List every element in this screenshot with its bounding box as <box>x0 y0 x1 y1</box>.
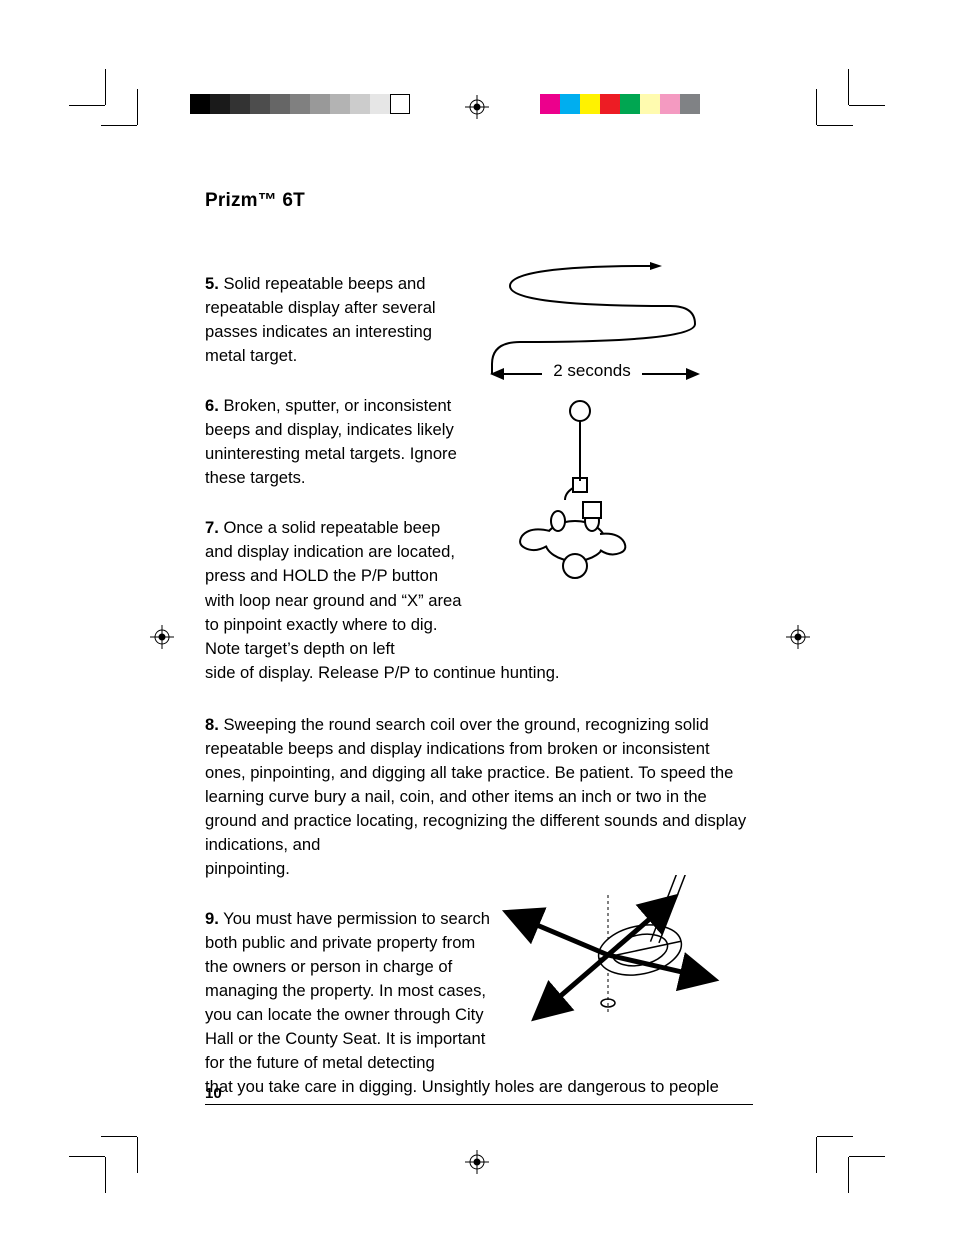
crop-mark <box>817 1136 853 1137</box>
crop-mark <box>848 1157 849 1193</box>
para-number: 7. <box>205 518 219 537</box>
crop-mark <box>849 1156 885 1157</box>
registration-mark-icon <box>786 625 810 649</box>
para-number: 5. <box>205 274 219 293</box>
para-text: Sweeping the round search coil over the … <box>205 715 746 854</box>
para-number: 6. <box>205 396 219 415</box>
swatch <box>620 94 640 114</box>
para-text-cont: pinpointing. <box>205 857 495 881</box>
figure-label: 2 seconds <box>553 361 631 380</box>
crop-mark <box>69 105 105 106</box>
crop-mark <box>105 1157 106 1193</box>
crop-mark <box>101 1136 137 1137</box>
swatch <box>540 94 560 114</box>
paragraph-8: 8. Sweeping the round search coil over t… <box>205 713 753 881</box>
swatch <box>190 94 210 114</box>
swatch <box>370 94 390 114</box>
para-text-cont: that you take care in digging. Unsightly… <box>205 1075 753 1099</box>
crop-mark <box>816 89 817 125</box>
swatch <box>310 94 330 114</box>
crop-mark <box>101 125 137 126</box>
figure-sweep-diagram: 2 seconds <box>480 256 705 586</box>
page-title: Prizm™ 6T <box>205 190 753 212</box>
para-number: 9. <box>205 909 219 928</box>
paragraph-5: 5. Solid repeatable beeps and repeatable… <box>205 272 465 368</box>
swatch <box>560 94 580 114</box>
paragraph-6: 6. Broken, sputter, or inconsistent beep… <box>205 394 465 490</box>
swatch <box>330 94 350 114</box>
crop-mark <box>105 69 106 105</box>
color-bar <box>540 94 700 114</box>
crop-mark <box>817 125 853 126</box>
crop-mark <box>848 69 849 105</box>
para-text: You must have permission to search both … <box>205 909 490 1072</box>
para-text: Broken, sputter, or inconsistent beeps a… <box>205 396 457 487</box>
crop-mark <box>69 1156 105 1157</box>
para-text: Solid repeatable beeps and repeatable di… <box>205 274 436 365</box>
swatch <box>350 94 370 114</box>
para-text-cont: side of display. Release P/P to continue… <box>205 661 753 685</box>
swatch <box>230 94 250 114</box>
registration-mark-icon <box>465 1150 489 1174</box>
swatch <box>600 94 620 114</box>
page-rule <box>205 1104 753 1105</box>
gray-step-wedge <box>190 94 410 114</box>
para-text: Once a solid repeatable beep and display… <box>205 518 461 657</box>
swatch <box>270 94 290 114</box>
swatch <box>210 94 230 114</box>
swatch <box>680 94 700 114</box>
swatch <box>290 94 310 114</box>
crop-mark <box>849 105 885 106</box>
crop-mark <box>137 1137 138 1173</box>
swatch <box>640 94 660 114</box>
crop-mark <box>816 1137 817 1173</box>
registration-mark-icon <box>465 95 489 119</box>
swatch <box>580 94 600 114</box>
swatch <box>660 94 680 114</box>
registration-mark-icon <box>150 625 174 649</box>
swatch <box>390 94 410 114</box>
crop-mark <box>137 89 138 125</box>
para-number: 8. <box>205 715 219 734</box>
page-number: 10 <box>205 1085 222 1102</box>
swatch <box>250 94 270 114</box>
figure-pinpoint-diagram <box>490 875 725 1035</box>
